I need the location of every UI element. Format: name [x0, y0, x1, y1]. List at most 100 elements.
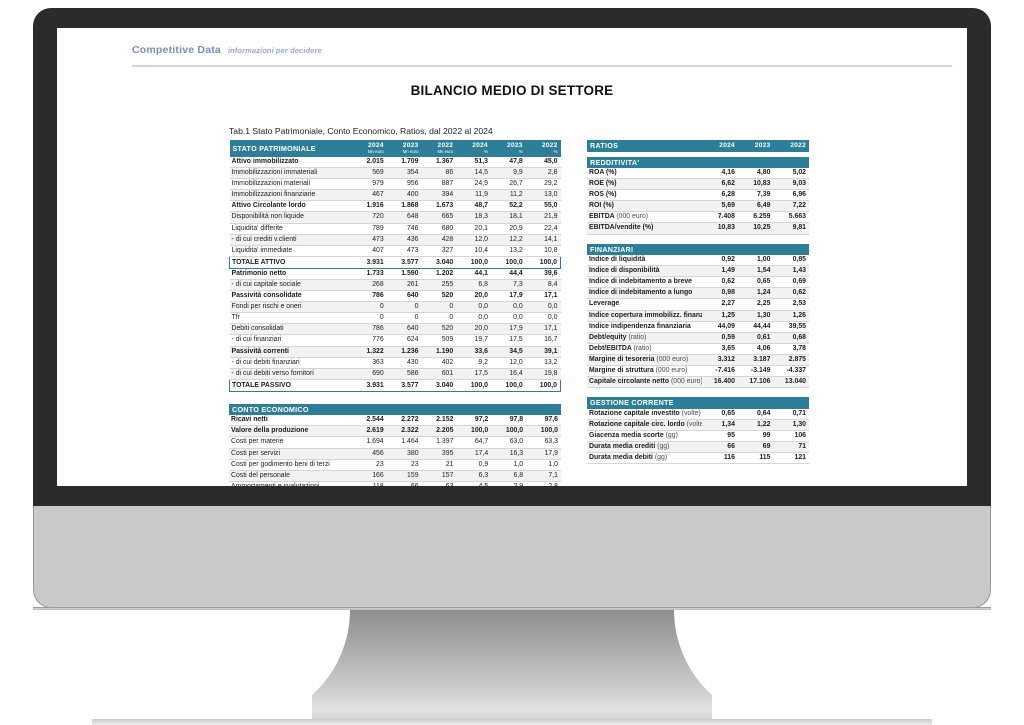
row-label: Indice indipendenza finanziaria: [587, 321, 703, 333]
row-value-y2: 7,39: [737, 189, 774, 202]
row-label: Patrimonio netto: [229, 268, 352, 280]
row-label: Indice di indebitamento a breve: [587, 276, 703, 289]
row-value-y3: 71: [773, 441, 809, 454]
monitor-stand: [0, 607, 1024, 725]
row-value-y1: 786: [351, 323, 387, 336]
row-label: Tfr: [229, 312, 352, 325]
row-value-p2: 17,5: [490, 334, 526, 347]
table-row: EBITDA/vendite (%) 10,83 10,25 9,81: [587, 222, 809, 235]
table-row: - di cui debiti finanziari 363 430 402 9,2 12…: [229, 357, 561, 369]
row-value-y2: 1.868: [386, 200, 422, 213]
table-row: Debt/equity (ratio) 0,59 0,61 0,68: [587, 332, 809, 344]
row-value-y1: 7.408: [702, 211, 738, 224]
table-row: Attivo immobilizzato 2.015 1.709 1.367 51,3 4…: [229, 157, 561, 169]
row-value-y1: 10,83: [702, 222, 738, 235]
row-value-y2: 648: [386, 211, 422, 224]
row-value-y3: 5,02: [773, 168, 809, 180]
row-value-p1: 44,1: [456, 268, 491, 280]
row-value-y3: 157: [421, 470, 457, 482]
row-label: Costi del personale: [229, 470, 352, 482]
row-value-y1: 66: [702, 441, 738, 454]
column-header: [773, 156, 809, 168]
table-row: Rotazione capitale circ. lordo (volte)1,…: [587, 419, 809, 431]
table-row: Immobilizzazioni materiali 979 956 887 24,9 2…: [229, 178, 561, 191]
row-value-y2: 3.577: [386, 255, 422, 269]
row-value-y1: 23: [351, 459, 387, 471]
row-value-p2: 2,9: [491, 481, 527, 486]
row-value-y1: 0: [351, 301, 387, 314]
row-value-p2: 6,8: [491, 470, 527, 482]
row-value-y3: 3,78: [773, 343, 809, 355]
row-value-y3: 0,71: [773, 408, 809, 420]
row-value-y1: 789: [351, 223, 387, 235]
row-value-y3: 1,26: [773, 310, 809, 322]
row-value-p2: 63,0: [491, 436, 527, 449]
section-title: STATO PATRIMONIALE: [229, 140, 352, 157]
row-value-y2: 10,25: [737, 222, 774, 235]
row-label: Fondi per rischi e oneri: [229, 301, 352, 314]
row-value-y3: 5.663: [773, 211, 809, 224]
row-value-p3: 13,0: [525, 189, 561, 202]
column-header: [737, 243, 774, 256]
section-header-row: GESTIONE CORRENTE: [587, 397, 809, 409]
row-label: Durata media debiti (gg): [587, 452, 703, 465]
section-header-row: REDDITIVITA': [587, 156, 809, 168]
column-header: [386, 403, 422, 416]
row-label: Margine di tesoreria (000 euro): [587, 354, 703, 367]
table-row: Indice indipendenza finanziaria 44,09 44,4…: [587, 321, 809, 333]
row-label: Attivo immobilizzato: [229, 157, 352, 169]
row-value-p3: 0,0: [525, 301, 561, 314]
row-value-y3: 395: [421, 448, 457, 460]
row-value-y1: 2,27: [702, 298, 738, 311]
row-value-p3: 55,0: [525, 200, 561, 213]
row-value-y3: 0,69: [773, 276, 809, 289]
section-title: GESTIONE CORRENTE: [587, 397, 703, 409]
ratios-header: RATIOS 2024 2023 2022: [587, 140, 809, 152]
section-header-row: RATIOS 2024 2023 2022: [587, 140, 809, 152]
table-row: Giacenza media scorte (gg) 95 99 106: [587, 430, 809, 442]
table-row: ROE (%) 6,62 10,83 9,03: [587, 178, 809, 191]
spacer-cell: [587, 151, 703, 157]
stand-neck: [312, 610, 712, 724]
table-row: Fondi per rischi e oneri 0 0 0 0,0 0,0 0,0: [229, 301, 561, 314]
row-label: Passività consolidate: [229, 290, 352, 303]
row-value-y3: 394: [421, 189, 457, 202]
row-value-y1: 0: [351, 312, 387, 325]
spacer-cell: [773, 387, 809, 398]
row-value-p3: 17,9: [526, 448, 561, 460]
row-value-p2: 16,3: [491, 448, 527, 460]
row-value-y3: 7,22: [773, 200, 809, 213]
row-value-p1: 17,4: [456, 448, 492, 460]
row-value-p2: 17,9: [490, 290, 526, 303]
table-row: Indice copertura immobilizz. finanziarie…: [587, 310, 809, 322]
table-row: - di cui crediti v.clienti 473 436 428 12,0 1…: [229, 234, 561, 246]
row-value-p2: 100,0: [491, 425, 527, 438]
row-value-y1: 786: [351, 290, 387, 303]
spacer-cell: [702, 151, 738, 157]
row-value-y2: 0,65: [737, 276, 774, 289]
row-value-p1: 24,9: [456, 178, 491, 191]
row-value-p1: 64,7: [456, 436, 492, 449]
row-value-y3: 2.875: [773, 354, 809, 367]
row-value-y1: 2.619: [351, 425, 387, 438]
row-value-p3: 7,1: [526, 470, 561, 482]
row-label: Passività correnti: [229, 346, 352, 358]
table-row: Indice di liquidità 0,92 1,00 0,85: [587, 255, 809, 267]
row-value-p3: 2,8: [525, 167, 561, 180]
row-value-y1: 1,25: [702, 310, 738, 322]
row-value-p1: 11,9: [456, 189, 491, 202]
row-label: Giacenza media scorte (gg): [587, 430, 703, 442]
row-value-y1: 776: [351, 334, 387, 347]
row-value-y3: 665: [421, 211, 457, 224]
column-header: 2022 Mn euro: [421, 140, 457, 157]
row-value-y1: 118: [351, 481, 387, 486]
row-value-y1: 467: [351, 189, 387, 202]
row-value-y3: 680: [421, 223, 457, 235]
row-value-y2: 0: [386, 312, 422, 325]
conto-economico-header: CONTO ECONOMICO: [229, 403, 561, 416]
row-label: Rotazione capitale investito (volte): [587, 408, 703, 420]
row-value-y2: 3.187: [737, 354, 774, 367]
row-label: - di cui debiti finanziari: [229, 357, 352, 369]
row-label: Costi per servizi: [229, 448, 352, 460]
row-value-y1: 979: [351, 178, 387, 191]
